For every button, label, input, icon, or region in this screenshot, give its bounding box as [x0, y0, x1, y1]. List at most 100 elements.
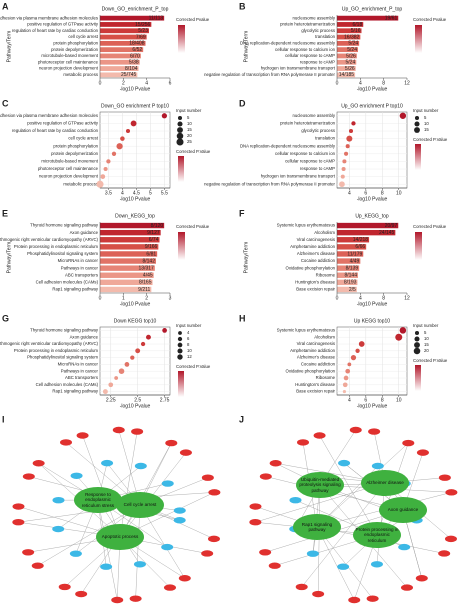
gene-ratio: 5/24: [347, 47, 357, 53]
x-axis-label: -log10 Pvalue: [120, 403, 151, 409]
gene-node: [366, 595, 379, 602]
gene-ratio: 16/382: [344, 34, 360, 40]
gene-ratio: 7/69: [136, 34, 146, 40]
gene-node: [349, 426, 362, 434]
gene-node: [313, 432, 326, 439]
bar: [100, 265, 155, 271]
bar: [100, 272, 154, 278]
gene-node: [201, 474, 214, 481]
x-tick-label: 2.75: [160, 397, 170, 403]
gene-node: [52, 496, 65, 504]
bar: [337, 34, 361, 40]
size-legend-dot: [177, 348, 183, 354]
category-label: cellular response to cAMP: [285, 53, 335, 58]
dot: [130, 120, 137, 127]
category-label: Alcoholism: [314, 334, 335, 339]
gene-ratio: 24/145: [379, 230, 395, 236]
category-label: protein depolymerization: [51, 47, 98, 52]
x-axis-label: -log10 Pvalue: [120, 301, 151, 307]
gene-ratio: 11/113: [149, 15, 164, 21]
hub-node: Alzheimer disease: [361, 470, 409, 496]
bar: [337, 53, 357, 59]
size-legend-dot: [177, 127, 183, 133]
x-tick-label: 2: [145, 295, 148, 301]
x-axis-label: -log10 Pvalue: [120, 196, 151, 202]
legend-title: Corrected Pvalue: [176, 17, 210, 22]
y-axis-label: Pathway/Term: [243, 31, 249, 63]
gene-node: [70, 472, 83, 479]
hub-ellipse: [353, 522, 401, 548]
size-legend-label: 15: [187, 127, 192, 132]
dot: [355, 348, 360, 353]
edge: [119, 442, 172, 538]
legend-colorbar: [178, 156, 184, 182]
category-label: MicroRNAs in cancer: [58, 258, 99, 263]
dot: [342, 159, 347, 164]
bar: [100, 229, 161, 236]
gene-ratio: 9/211: [138, 287, 150, 293]
dot: [118, 368, 125, 374]
x-axis-label: -log10 Pvalue: [357, 196, 388, 202]
x-tick-label: 10: [396, 190, 402, 196]
x-tick-label: 8: [382, 80, 385, 86]
category-label: Phosphatidylinositol signaling system: [27, 355, 98, 360]
gene-ratio: 5/16: [351, 28, 361, 34]
x-tick-label: 2: [122, 80, 125, 86]
gene-node: [438, 550, 451, 557]
gene-node: [32, 460, 45, 467]
gene-node: [131, 428, 144, 435]
gene-ratio: 8/120: [151, 223, 164, 229]
gene-node: [178, 575, 191, 582]
size-legend-dot: [414, 336, 420, 342]
gene-node: [348, 596, 361, 604]
hub-node: Protein processing in endoplasmic reticu…: [353, 522, 401, 548]
hub-node: Ubiquitin-mediated proteolysis signaling…: [296, 472, 344, 498]
category-label: Systemic lupus erythematosus: [277, 223, 335, 228]
bar: [337, 59, 357, 65]
category-label: cell cycle arrest: [68, 34, 98, 39]
gene-node: [101, 459, 114, 467]
x-tick-label: 6: [169, 80, 172, 86]
gene-node: [133, 561, 146, 568]
dot: [108, 382, 114, 388]
hub-node: Rap1 signaling pathway: [293, 514, 341, 540]
edge: [255, 482, 386, 523]
x-tick-label: 4.5: [133, 190, 140, 196]
legend-colorbar: [178, 25, 185, 53]
dot: [345, 368, 351, 374]
hub-label-box: Apoptotic process: [102, 534, 139, 539]
edge: [301, 482, 386, 588]
category-label: negative regulation of transcription fro…: [204, 72, 335, 77]
category-label: ABC transporters: [65, 272, 98, 277]
chart-title: Up KEGG top10: [354, 318, 390, 324]
size-legend-label: 10: [424, 121, 429, 126]
legend-colorbar: [415, 25, 422, 53]
category-label: protein phosphorylation: [53, 143, 98, 148]
gene-ratio: 6/66: [355, 244, 365, 250]
panel-letter: F: [239, 208, 245, 218]
dot: [339, 181, 345, 188]
size-legend-dot: [176, 132, 184, 140]
dot: [346, 135, 353, 142]
hub-node: Apoptotic process: [96, 524, 144, 550]
gene-ratio: 25/745: [121, 72, 137, 78]
category-label: Arrhythmogenic right ventricular cardiom…: [0, 341, 99, 346]
size-legend-label: 10: [187, 348, 192, 353]
chart-title: Up_GO_enrichment_P_top: [342, 6, 403, 12]
x-axis-label: -log10 Pvalue: [357, 403, 388, 409]
bar: [337, 15, 399, 21]
gene-node: [371, 462, 384, 470]
gene-ratio: 13/317: [139, 265, 155, 271]
size-legend-label: 15: [424, 342, 429, 347]
gene-node: [398, 543, 411, 551]
category-label: negative regulation of transcription fro…: [204, 181, 335, 186]
gene-node: [161, 543, 174, 551]
gene-ratio: 4/49: [350, 258, 360, 264]
gene-node: [12, 503, 25, 510]
x-tick-label: 4: [121, 190, 124, 196]
x-tick-label: 0: [336, 295, 339, 301]
bar: [100, 53, 141, 59]
x-tick-label: 4: [145, 80, 148, 86]
bar: [100, 47, 144, 53]
category-label: glycolytic process: [301, 128, 335, 133]
